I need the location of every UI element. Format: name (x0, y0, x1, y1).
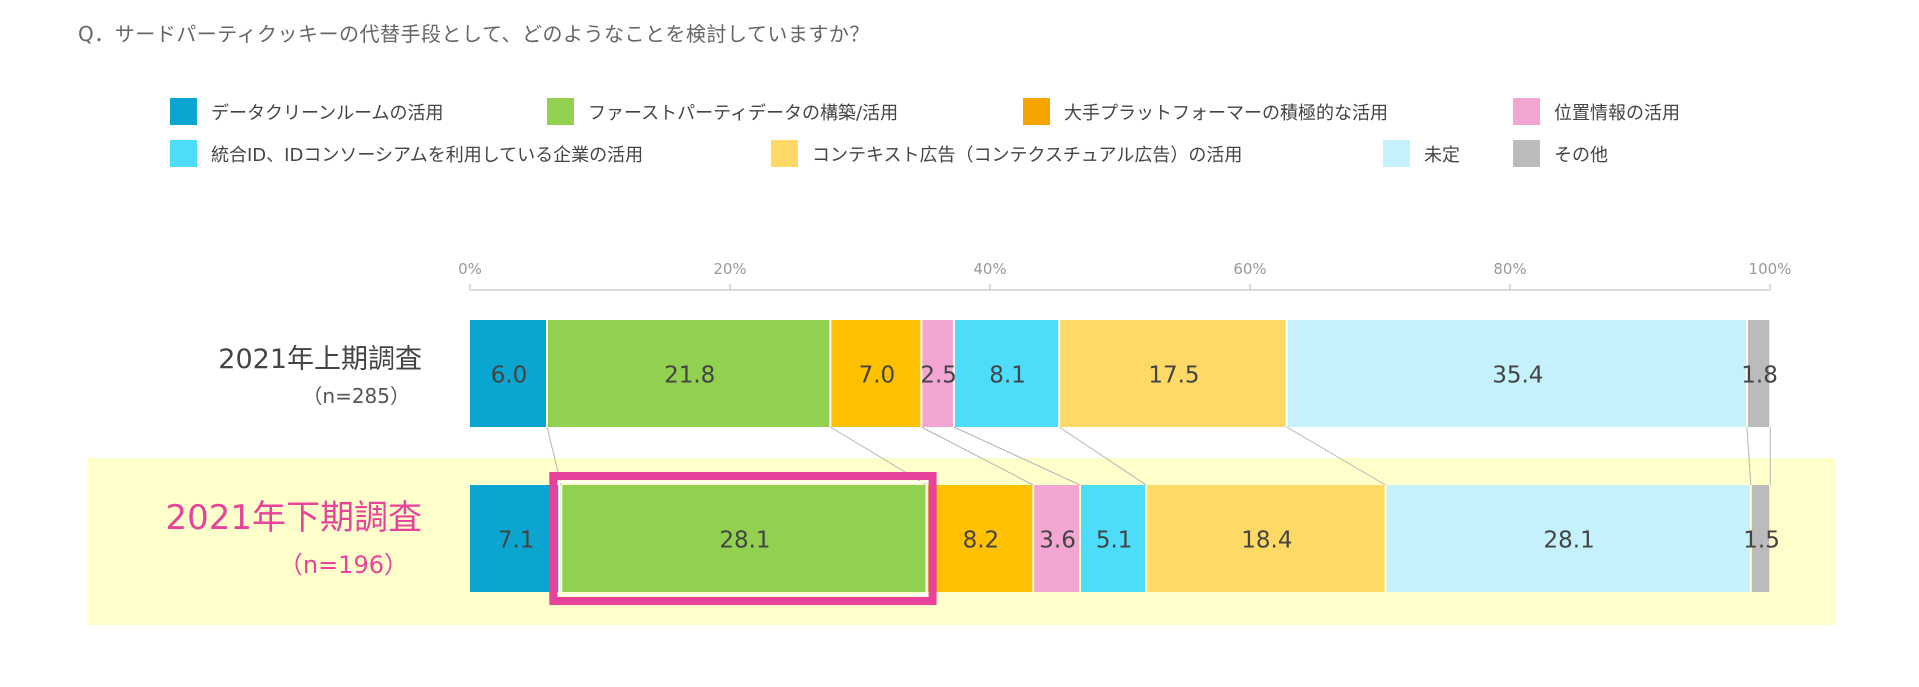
bar-segment (1751, 485, 1770, 592)
legend-swatch (1383, 140, 1410, 167)
bar-value-label: 3.6 (1039, 528, 1076, 554)
bar-segment (831, 320, 921, 427)
connector-line (921, 426, 1034, 486)
bar-segment (1287, 320, 1746, 427)
x-tick-label: 60% (1233, 260, 1266, 278)
bar-value-label: 7.0 (859, 363, 896, 389)
legend-item-location-info: 位置情報の活用 (1513, 98, 1680, 125)
highlight-frame (549, 472, 937, 605)
bar-value-label: 1.5 (1743, 528, 1780, 554)
legend-item-unified-id: 統合ID、IDコンソーシアムを利用している企業の活用 (170, 140, 643, 167)
connector-line (1058, 426, 1147, 486)
legend-item-other: その他 (1513, 140, 1608, 167)
x-tick-label: 40% (973, 260, 1006, 278)
bar-value-label: 28.1 (719, 528, 770, 554)
bar-segment (548, 320, 830, 427)
legend-item-contextual-ads: コンテキスト広告（コンテクスチュアル広告）の活用 (771, 140, 1242, 167)
row-title: 2021年下期調査 (165, 498, 422, 538)
legend-item-undecided: 未定 (1383, 140, 1460, 167)
bar-value-label: 5.1 (1096, 528, 1133, 554)
row-sample-size: （n=285） (302, 384, 410, 408)
bar-segment (927, 485, 1033, 592)
x-tick-label: 0% (458, 260, 482, 278)
bar-segment (1747, 320, 1770, 427)
legend-swatch (1513, 140, 1540, 167)
legend-item-first-party-data: ファーストパーティデータの構築/活用 (547, 98, 898, 125)
bar-segment (1034, 485, 1079, 592)
x-tick-label: 100% (1749, 260, 1792, 278)
question-text: Q．サードパーティクッキーの代替手段として、どのようなことを検討していますか？ (78, 22, 870, 46)
legend-swatch (771, 140, 798, 167)
connector-line (1286, 426, 1386, 486)
legend-swatch (170, 98, 197, 125)
bar-value-label: 35.4 (1492, 363, 1543, 389)
bar-value-label: 7.1 (498, 528, 535, 554)
bar-value-label: 2.5 (920, 363, 957, 389)
row-sample-size: （n=196） (278, 551, 408, 579)
legend-label: 未定 (1424, 144, 1460, 166)
bar-segment (1060, 320, 1286, 427)
bar-value-label: 1.8 (1741, 363, 1778, 389)
legend-item-data-clean-room: データクリーンルームの活用 (170, 98, 444, 125)
bar-segment (1147, 485, 1385, 592)
bar-value-label: 21.8 (664, 363, 715, 389)
bar-segment (922, 320, 953, 427)
legend-label: データクリーンルームの活用 (211, 102, 444, 124)
bar-segment (1386, 485, 1750, 592)
connector-line (1746, 426, 1752, 486)
legend-swatch (1023, 98, 1050, 125)
legend-swatch (547, 98, 574, 125)
highlight-inner-frame (558, 481, 928, 596)
bar-value-label: 18.4 (1241, 528, 1292, 554)
bar-segment (562, 485, 926, 592)
row-label-first-half: 2021年上期調査 （n=285） (218, 337, 422, 409)
bar-value-label: 8.2 (963, 528, 1000, 554)
legend: データクリーンルームの活用 ファーストパーティデータの構築/活用 大手プラットフ… (0, 0, 1919, 200)
bar-value-label: 17.5 (1148, 363, 1199, 389)
legend-label: 大手プラットフォーマーの積極的な活用 (1064, 102, 1388, 124)
legend-label: 統合ID、IDコンソーシアムを利用している企業の活用 (211, 144, 644, 166)
legend-swatch (170, 140, 197, 167)
bar-segment (1081, 485, 1146, 592)
row-label-second-half: 2021年下期調査 （n=196） (165, 490, 422, 580)
legend-swatch (1513, 98, 1540, 125)
bar-segment (470, 485, 561, 592)
bar-value-label: 8.1 (989, 363, 1026, 389)
legend-label: コンテキスト広告（コンテクスチュアル広告）の活用 (812, 144, 1243, 166)
bar-segment (470, 320, 546, 427)
legend-label: ファーストパーティデータの構築/活用 (588, 102, 899, 124)
legend-item-major-platformers: 大手プラットフォーマーの積極的な活用 (1023, 98, 1388, 125)
legend-label: その他 (1554, 144, 1608, 166)
x-tick-label: 80% (1493, 260, 1526, 278)
x-tick-label: 20% (713, 260, 746, 278)
bar-value-label: 28.1 (1544, 528, 1595, 554)
legend-label: 位置情報の活用 (1554, 102, 1680, 124)
row-title: 2021年上期調査 (218, 344, 422, 375)
bar-segment (954, 320, 1059, 427)
connector-line (953, 426, 1081, 486)
bar-value-label: 6.0 (491, 363, 528, 389)
